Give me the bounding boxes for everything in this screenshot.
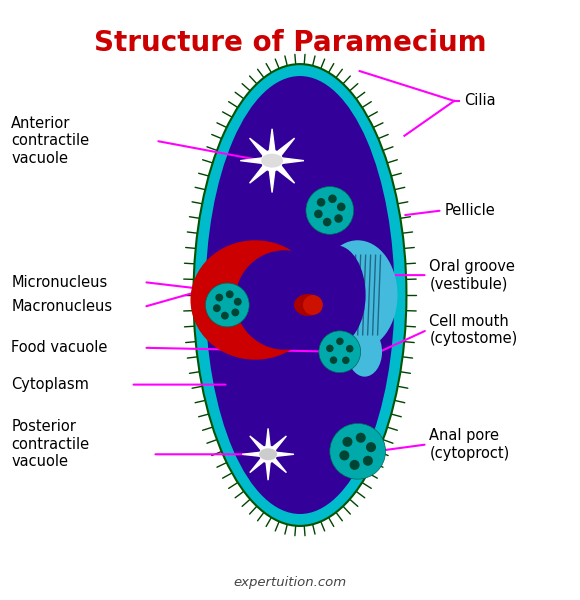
Circle shape xyxy=(336,338,344,345)
Circle shape xyxy=(317,198,325,206)
Ellipse shape xyxy=(259,448,277,460)
Circle shape xyxy=(342,356,350,364)
Circle shape xyxy=(213,304,221,312)
Circle shape xyxy=(363,456,373,466)
Circle shape xyxy=(328,194,337,203)
Ellipse shape xyxy=(205,76,394,514)
Circle shape xyxy=(259,445,277,463)
Ellipse shape xyxy=(306,245,365,345)
Circle shape xyxy=(261,149,283,172)
Circle shape xyxy=(326,344,334,352)
Ellipse shape xyxy=(294,294,322,316)
Circle shape xyxy=(221,312,229,320)
Text: Anal pore
(cytoproct): Anal pore (cytoproct) xyxy=(429,428,510,461)
Circle shape xyxy=(323,218,331,226)
Text: Cytoplasm: Cytoplasm xyxy=(12,377,89,392)
Circle shape xyxy=(303,295,323,315)
Circle shape xyxy=(337,203,346,211)
Text: Anterior
contractile
vacuole: Anterior contractile vacuole xyxy=(12,116,89,166)
Ellipse shape xyxy=(190,240,320,360)
Polygon shape xyxy=(242,428,294,480)
Circle shape xyxy=(356,433,366,443)
Circle shape xyxy=(339,451,349,460)
Text: Structure of Paramecium: Structure of Paramecium xyxy=(94,29,486,57)
Ellipse shape xyxy=(235,250,335,350)
Text: Micronucleus: Micronucleus xyxy=(12,275,108,290)
Ellipse shape xyxy=(261,154,283,167)
Circle shape xyxy=(231,308,240,316)
Text: Food vacuole: Food vacuole xyxy=(12,340,108,355)
Circle shape xyxy=(330,424,386,479)
Ellipse shape xyxy=(318,240,397,350)
Text: Oral groove
(vestibule): Oral groove (vestibule) xyxy=(429,259,515,292)
Circle shape xyxy=(319,331,361,373)
Circle shape xyxy=(350,460,360,470)
Text: Cilia: Cilia xyxy=(464,94,496,109)
Text: Pellicle: Pellicle xyxy=(444,203,495,218)
Circle shape xyxy=(205,283,249,327)
Circle shape xyxy=(215,293,223,301)
Polygon shape xyxy=(240,129,304,193)
Circle shape xyxy=(306,187,354,235)
Circle shape xyxy=(330,356,337,364)
Circle shape xyxy=(346,345,353,352)
Ellipse shape xyxy=(194,64,407,526)
Circle shape xyxy=(234,298,242,305)
Circle shape xyxy=(366,442,376,452)
Text: Posterior
contractile
vacuole: Posterior contractile vacuole xyxy=(12,419,89,469)
Ellipse shape xyxy=(347,327,382,377)
Text: expertuition.com: expertuition.com xyxy=(233,575,347,589)
Circle shape xyxy=(342,437,353,447)
Circle shape xyxy=(314,209,322,218)
Text: Macronucleus: Macronucleus xyxy=(12,299,113,314)
Text: Cell mouth
(cytostome): Cell mouth (cytostome) xyxy=(429,314,517,346)
Circle shape xyxy=(334,214,343,223)
Circle shape xyxy=(226,290,234,298)
